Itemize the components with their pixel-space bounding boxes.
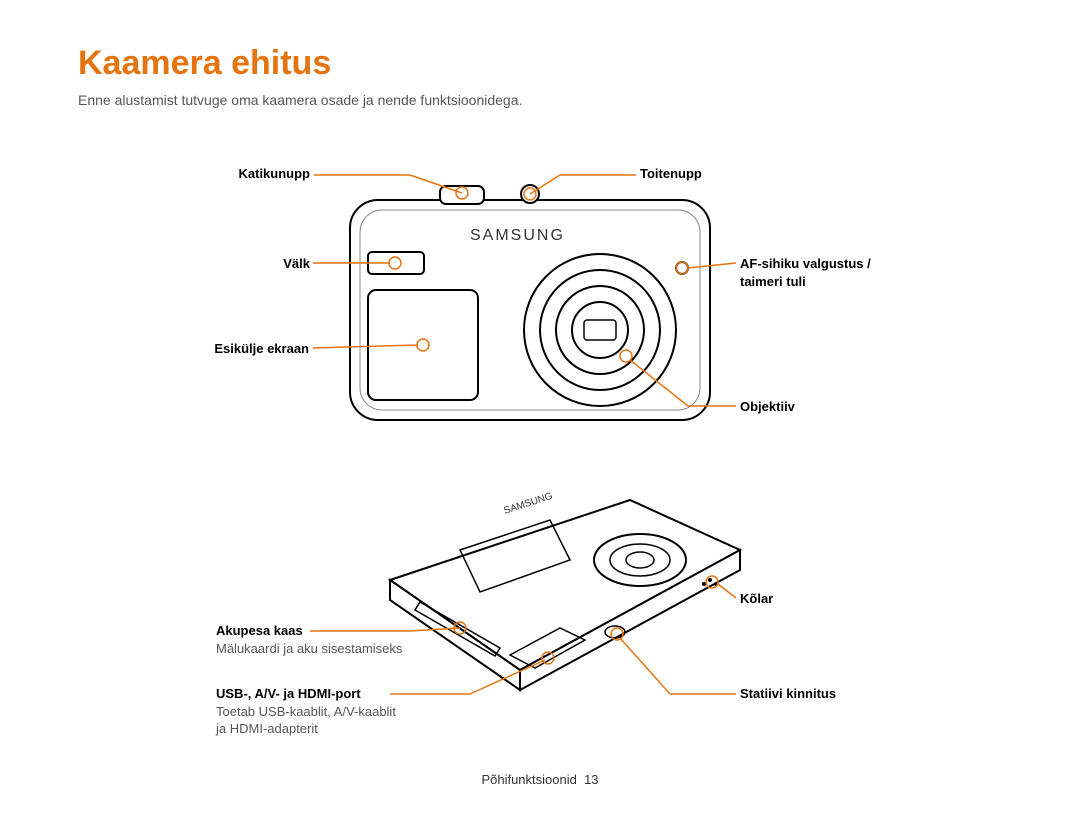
- label-flash: Välk: [278, 255, 310, 273]
- svg-text:SAMSUNG: SAMSUNG: [503, 491, 555, 517]
- label-battery: Akupesa kaas: [216, 622, 336, 640]
- footer-page: 13: [584, 772, 598, 787]
- label-lens: Objektiiv: [740, 398, 795, 416]
- page-footer: Põhifunktsioonid 13: [0, 772, 1080, 787]
- subtitle: Enne alustamist tutvuge oma kaamera osad…: [78, 92, 522, 108]
- label-usb-sub2: ja HDMI-adapterit: [216, 720, 446, 738]
- label-speaker: Kõlar: [740, 590, 773, 608]
- svg-text:SAMSUNG: SAMSUNG: [470, 227, 565, 244]
- label-shutter: Katikunupp: [230, 165, 310, 183]
- page-title: Kaamera ehitus: [78, 44, 331, 83]
- camera-bottom-illustration: SAMSUNG: [370, 480, 750, 700]
- footer-section: Põhifunktsioonid: [481, 772, 576, 787]
- label-tripod: Statiivi kinnitus: [740, 685, 836, 703]
- camera-front-illustration: SAMSUNG: [340, 180, 720, 440]
- label-battery-sub: Mälukaardi ja aku sisestamiseks: [216, 640, 446, 658]
- label-af-assist: AF-sihiku valgustus / taimeri tuli: [740, 255, 871, 291]
- label-usb: USB-, A/V- ja HDMI-port: [216, 685, 416, 703]
- label-usb-sub1: Toetab USB-kaablit, A/V-kaablit: [216, 703, 446, 721]
- label-front-display: Esikülje ekraan: [197, 340, 309, 358]
- label-power: Toitenupp: [640, 165, 702, 183]
